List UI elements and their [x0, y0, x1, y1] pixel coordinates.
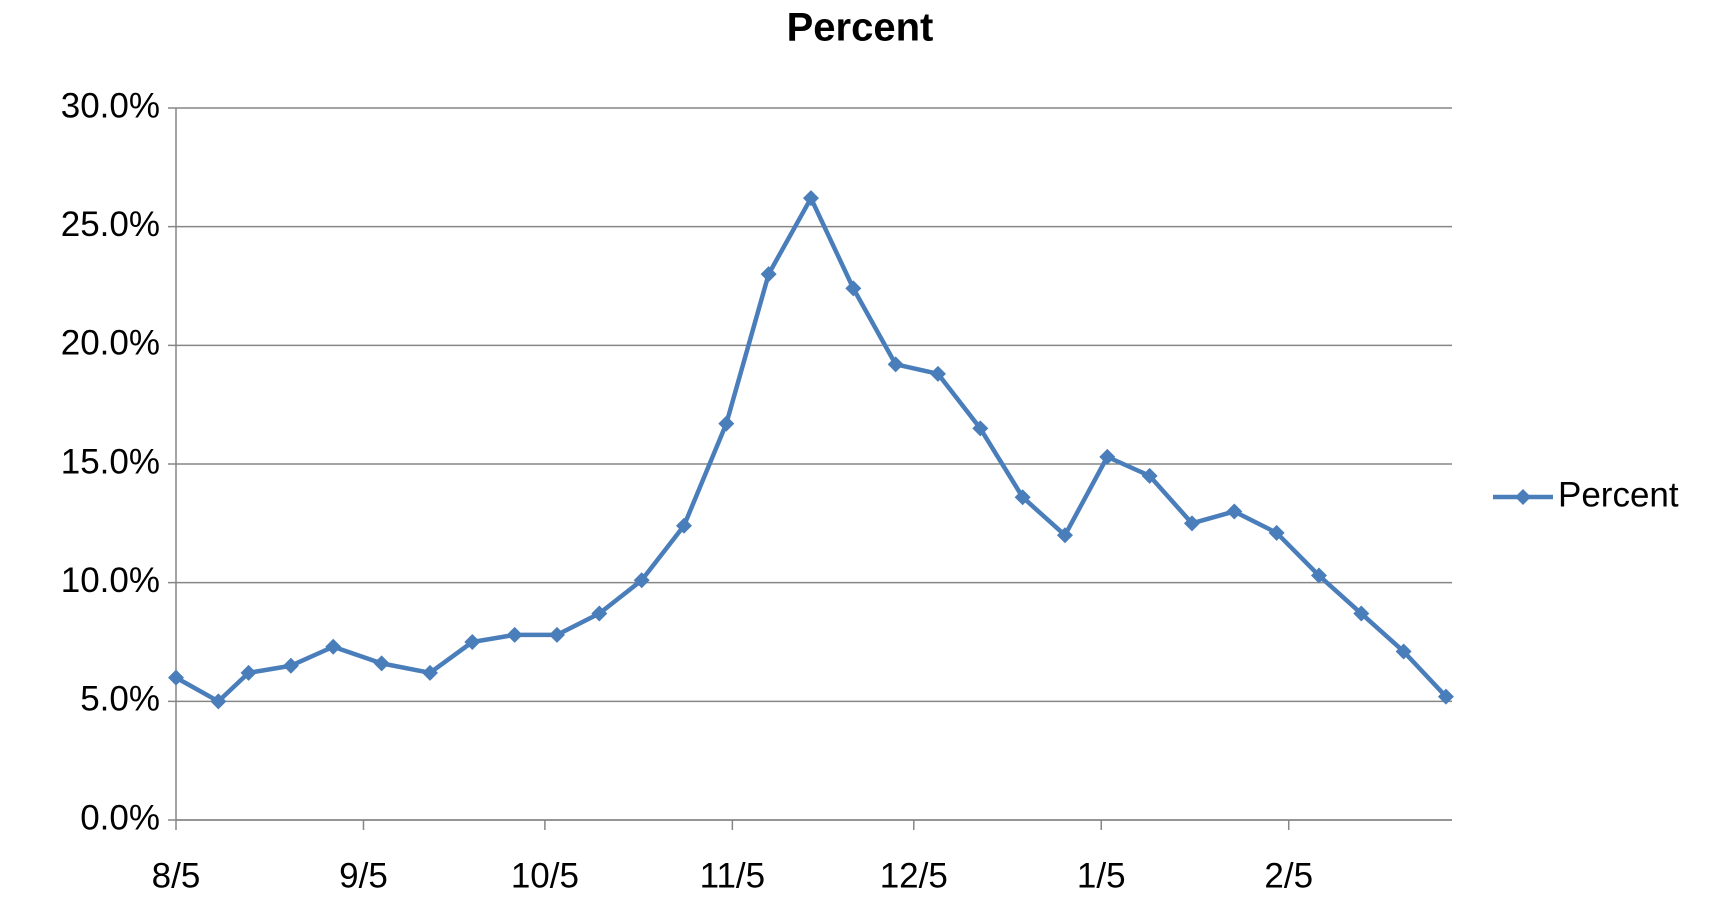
- marker: [548, 626, 565, 643]
- marker: [802, 190, 819, 207]
- chart-title: Percent: [787, 6, 934, 50]
- marker: [421, 664, 438, 681]
- marker: [845, 280, 862, 297]
- marker: [887, 356, 904, 373]
- legend-label: Percent: [1558, 475, 1679, 514]
- series-line: [174, 195, 1448, 704]
- marker: [591, 605, 608, 622]
- y-tick-label: 5.0%: [80, 680, 160, 719]
- marker: [929, 365, 946, 382]
- x-tick-label: 1/5: [1077, 856, 1126, 895]
- marker: [1353, 605, 1370, 622]
- marker: [1268, 524, 1285, 541]
- x-tick-label: 8/5: [152, 856, 201, 895]
- x-tick-label: 2/5: [1264, 856, 1313, 895]
- marker: [1395, 643, 1412, 660]
- marker: [506, 626, 523, 643]
- marker: [373, 655, 390, 672]
- marker: [168, 669, 184, 686]
- y-tick-label: 30.0%: [61, 86, 160, 125]
- marker: [1437, 688, 1454, 705]
- x-tick-label: 12/5: [880, 856, 948, 895]
- marker: [675, 517, 692, 534]
- y-tick-label: 20.0%: [61, 324, 160, 363]
- x-tick-label: 10/5: [511, 856, 579, 895]
- marker: [718, 415, 735, 432]
- marker: [464, 634, 481, 650]
- marker: [760, 266, 777, 283]
- legend-marker: [1515, 489, 1531, 505]
- y-tick-label: 25.0%: [61, 205, 160, 244]
- marker: [1226, 503, 1243, 520]
- y-tick-label: 15.0%: [61, 442, 160, 481]
- y-tick-label: 10.0%: [61, 561, 160, 600]
- marker: [1183, 515, 1200, 532]
- marker: [1099, 448, 1116, 465]
- marker: [1056, 527, 1073, 544]
- marker: [325, 638, 342, 655]
- marker: [633, 572, 650, 589]
- marker: [1014, 489, 1031, 506]
- marker: [972, 420, 989, 437]
- marker: [1141, 467, 1158, 484]
- marker: [1310, 567, 1327, 584]
- marker: [210, 693, 227, 710]
- y-tick-label: 0.0%: [80, 798, 160, 837]
- marker: [240, 664, 257, 681]
- x-tick-label: 11/5: [700, 856, 766, 895]
- x-tick-label: 9/5: [339, 856, 388, 895]
- marker: [282, 657, 299, 674]
